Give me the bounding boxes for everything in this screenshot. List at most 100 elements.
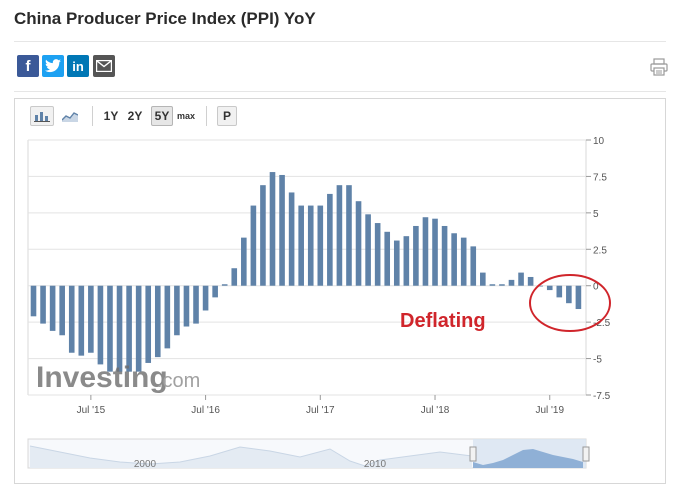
navigator-left-handle[interactable] — [469, 446, 477, 462]
bar — [250, 205, 257, 286]
x-tick-label: Jul '19 — [535, 405, 564, 416]
title-divider — [14, 41, 666, 42]
facebook-icon[interactable]: f — [17, 55, 39, 77]
bar — [174, 285, 180, 336]
y-tick-label: 10 — [593, 136, 605, 147]
bar — [126, 285, 132, 372]
navigator-history-area — [30, 446, 472, 468]
bar — [422, 217, 429, 286]
print-icon[interactable] — [650, 58, 668, 81]
y-tick-label: -2.5 — [593, 318, 611, 329]
navigator-label-2000: 2000 — [134, 459, 157, 470]
bar — [527, 276, 534, 286]
deflating-annotation: Deflating — [400, 310, 486, 332]
bar — [546, 285, 553, 291]
toolbar-separator — [92, 106, 93, 126]
bar — [327, 193, 333, 286]
y-tick-label: 7.5 — [593, 172, 607, 183]
share-divider — [14, 91, 666, 92]
bar — [279, 174, 285, 286]
navigator-right-handle[interactable] — [582, 446, 590, 462]
bar — [231, 268, 238, 286]
bar — [575, 285, 582, 310]
bar — [202, 285, 209, 311]
y-tick-label: -5 — [593, 355, 602, 366]
bar — [403, 236, 410, 286]
page-title: China Producer Price Index (PPI) YoY — [14, 9, 316, 28]
navigator-label-2010: 2010 — [364, 459, 387, 470]
range-2y-button[interactable]: 2Y — [127, 109, 143, 123]
bar — [336, 185, 343, 286]
bar — [288, 192, 295, 286]
bar — [116, 285, 123, 372]
y-tick-label: -7.5 — [593, 391, 611, 402]
bar — [537, 285, 543, 287]
range-5y-button[interactable]: 5Y — [151, 106, 173, 126]
bar — [135, 285, 142, 372]
bar — [508, 279, 515, 286]
bar — [556, 285, 563, 298]
bar — [317, 205, 324, 286]
y-tick-label: 5 — [593, 209, 599, 220]
bar — [30, 285, 37, 317]
bar — [518, 272, 524, 286]
bar — [441, 225, 448, 286]
bar — [40, 285, 46, 324]
bar — [97, 285, 104, 365]
bar — [480, 272, 486, 286]
x-tick-label: Jul '18 — [421, 405, 450, 416]
bar-chart-icon[interactable] — [30, 106, 54, 126]
navigator[interactable]: 2000 2010 — [27, 438, 590, 470]
x-tick-label: Jul '17 — [306, 405, 335, 416]
bar — [374, 223, 381, 286]
bar — [432, 218, 438, 286]
bar — [193, 285, 199, 324]
bar — [260, 185, 266, 286]
linkedin-icon[interactable]: in — [67, 55, 89, 77]
investing-watermark: Investing .com — [36, 361, 200, 394]
bar — [145, 285, 152, 363]
navigator-history-line — [29, 445, 473, 467]
annotation-circle — [529, 274, 611, 332]
bar — [393, 240, 400, 286]
bar — [451, 233, 457, 286]
twitter-icon[interactable] — [42, 55, 64, 77]
x-tick-label: Jul '16 — [191, 405, 220, 416]
bar — [413, 225, 419, 286]
bar — [154, 285, 161, 358]
y-tick-label: 2.5 — [593, 245, 607, 256]
bar — [365, 214, 371, 286]
email-icon[interactable] — [93, 55, 115, 77]
bar — [307, 205, 314, 286]
bar — [566, 285, 572, 304]
range-max-button[interactable]: max — [176, 111, 195, 121]
range-1y-button[interactable]: 1Y — [103, 109, 119, 123]
x-tick-label: Jul '15 — [77, 405, 106, 416]
bar — [355, 201, 362, 286]
bar — [183, 285, 190, 327]
bar — [470, 246, 477, 286]
bar — [68, 285, 75, 353]
toolbar-separator — [206, 106, 207, 126]
chart-container — [14, 98, 666, 484]
area-chart-icon[interactable] — [58, 106, 82, 126]
bar — [298, 205, 304, 286]
p-button[interactable]: P — [217, 106, 237, 126]
navigator-selected-area — [473, 449, 583, 468]
bar — [221, 284, 228, 286]
bar — [164, 285, 171, 349]
bar — [460, 237, 467, 286]
watermark-brand: Investing — [36, 361, 168, 394]
bar — [107, 285, 113, 372]
bar — [384, 231, 391, 286]
bar — [241, 237, 247, 286]
watermark-suffix: .com — [157, 370, 200, 392]
bar — [499, 284, 505, 286]
bar — [88, 285, 94, 353]
bar — [269, 172, 276, 286]
bar — [59, 285, 65, 336]
bar — [212, 285, 218, 298]
bar — [78, 285, 85, 356]
bar — [49, 285, 56, 331]
